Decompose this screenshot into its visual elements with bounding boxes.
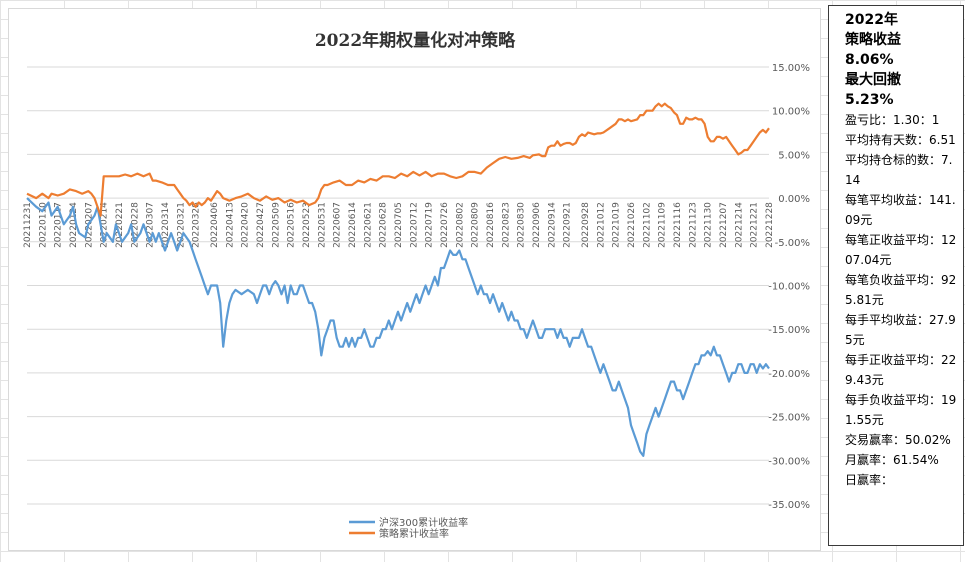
stats-year: 2022年 (845, 12, 898, 28)
x-tick-label: 20220816 (486, 202, 496, 248)
x-tick-label: 20220531 (317, 202, 327, 248)
x-tick-label: 20221019 (612, 202, 622, 248)
y-tick-label: 5.00% (778, 150, 810, 161)
x-tick-label: 20221012 (596, 202, 606, 248)
series-lines (26, 102, 770, 457)
y-tick-label: 0.00% (778, 194, 810, 205)
stat-avg-per-trade: 每笔平均收益：141.09元 (845, 193, 956, 227)
x-tick-label: 20220221 (115, 202, 125, 248)
x-tick-label: 20220413 (225, 202, 235, 248)
legend-label: 策略累计收益率 (379, 527, 449, 540)
stat-avg-positions: 平均持仓标的数：7.14 (845, 153, 953, 187)
x-tick-label: 20220523 (302, 202, 312, 248)
line-chart: 2022年期权量化对冲策略 15.00% 10.00% 5.00% 0.00% -5.0… (23, 30, 810, 540)
stat-avg-positive-lot: 每手正收益平均：229.43元 (845, 353, 957, 387)
x-tick-label: 20221207 (719, 202, 729, 248)
stat-avg-holding-days: 平均持有天数：6.51 (845, 133, 956, 147)
x-tick-label: 20220712 (409, 202, 419, 248)
stat-avg-negative-trade: 每笔负收益平均：925.81元 (845, 273, 957, 307)
stat-avg-per-lot: 每手平均收益：27.95元 (845, 313, 956, 347)
x-tick-label: 20220117 (54, 202, 64, 248)
x-tick-label: 20220802 (455, 202, 465, 248)
x-tick-label: 20220628 (379, 202, 389, 248)
stat-avg-negative-lot: 每手负收益平均：191.55元 (845, 393, 957, 427)
x-tick-label: 20220914 (547, 202, 557, 248)
x-tick-label: 20220110 (38, 202, 48, 248)
x-tick-label: 20220906 (532, 202, 542, 248)
x-tick-label: 20221109 (658, 202, 668, 248)
x-tick-label: 20220427 (256, 202, 266, 248)
series-line-0 (26, 197, 770, 457)
y-tick-label: -35.00% (768, 500, 810, 511)
stat-trade-win-rate: 交易赢率：50.02% (845, 433, 951, 447)
x-tick-label: 20220830 (517, 202, 527, 248)
x-tick-label: 20220207 (84, 202, 94, 248)
chart-title: 2022年期权量化对冲策略 (315, 30, 516, 51)
y-tick-label: -5.00% (775, 238, 810, 249)
y-tick-label: 15.00% (772, 63, 810, 74)
x-tick-label: 20221123 (688, 202, 698, 248)
x-tick-label: 20220321 (176, 202, 186, 248)
x-tick-label: 20221116 (673, 202, 683, 248)
y-tick-label: -25.00% (768, 413, 810, 424)
x-axis: 20211231 20220110 20220117 20220124 20220207… (23, 202, 775, 248)
y-tick-label: -30.00% (768, 456, 810, 467)
stats-return-label: 策略收益 (845, 32, 901, 48)
y-tick-label: 10.00% (772, 107, 810, 118)
x-tick-label: 20221130 (704, 202, 714, 248)
x-tick-label: 20221026 (627, 202, 637, 248)
stat-avg-positive-trade: 每笔正收益平均：1207.04元 (845, 233, 957, 267)
x-tick-label: 20220921 (563, 202, 573, 248)
x-tick-label: 20221228 (765, 202, 775, 248)
x-tick-label: 20220607 (333, 202, 343, 248)
x-tick-label: 20211231 (23, 202, 33, 248)
stats-panel: 2022年 策略收益 8.06% 最大回撤 5.23% 盈亏比：1.30：1 平… (828, 5, 964, 546)
stats-return-value: 8.06% (845, 52, 894, 68)
x-tick-label: 20220307 (146, 202, 156, 248)
x-tick-label: 20220809 (471, 202, 481, 248)
stat-month-win-rate: 月赢率：61.54% (845, 453, 939, 467)
stat-day-win-rate: 日赢率： (845, 473, 894, 487)
x-tick-label: 20221214 (734, 202, 744, 248)
legend-label: 沪深300累计收益率 (379, 516, 468, 529)
gridlines (27, 66, 769, 505)
y-tick-label: -10.00% (768, 282, 810, 293)
x-tick-label: 20221102 (642, 202, 652, 248)
x-tick-label: 20220328 (192, 202, 202, 248)
y-tick-label: -20.00% (768, 369, 810, 380)
stat-profit-loss-ratio: 盈亏比：1.30：1 (845, 113, 940, 127)
x-tick-label: 20220719 (425, 202, 435, 248)
x-tick-label: 20220214 (100, 202, 110, 248)
x-tick-label: 20220516 (287, 202, 297, 248)
x-tick-label: 20220621 (363, 202, 373, 248)
x-tick-label: 20220228 (130, 202, 140, 248)
stats-drawdown-value: 5.23% (845, 92, 894, 108)
x-tick-label: 20220823 (501, 202, 511, 248)
x-tick-label: 20220509 (271, 202, 281, 248)
y-tick-label: -15.00% (768, 325, 810, 336)
x-tick-label: 20220726 (440, 202, 450, 248)
x-tick-label: 20220705 (394, 202, 404, 248)
x-tick-label: 20220314 (161, 202, 171, 248)
y-axis: 15.00% 10.00% 5.00% 0.00% -5.00% -10.00% -15.0… (768, 63, 810, 511)
stats-drawdown-label: 最大回撤 (845, 72, 901, 88)
x-tick-label: 20220124 (69, 202, 79, 248)
x-tick-label: 20220406 (210, 202, 220, 248)
x-tick-label: 20220928 (581, 202, 591, 248)
chart-area[interactable]: 2022年期权量化对冲策略 15.00% 10.00% 5.00% 0.00% -5.0… (8, 8, 821, 551)
x-tick-label: 20220420 (241, 202, 251, 248)
x-tick-label: 20220614 (348, 202, 358, 248)
series-line-1 (26, 102, 770, 217)
x-tick-label: 20221221 (750, 202, 760, 248)
